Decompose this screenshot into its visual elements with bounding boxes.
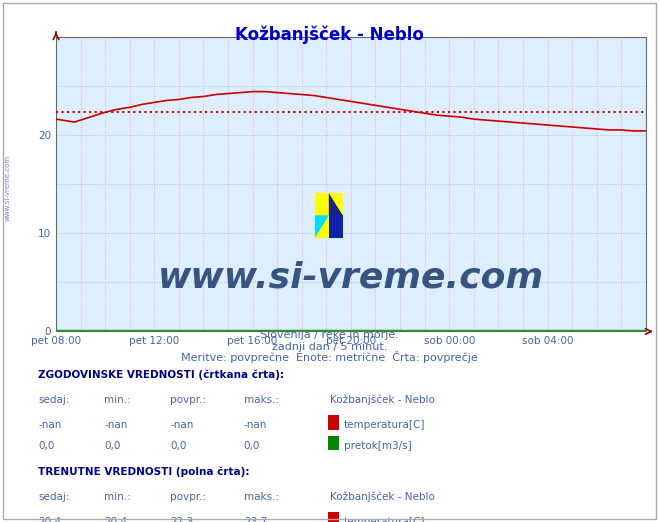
Text: 0,0: 0,0 [104, 441, 121, 451]
Text: temperatura[C]: temperatura[C] [344, 517, 426, 522]
Text: zadnji dan / 5 minut.: zadnji dan / 5 minut. [272, 342, 387, 352]
Text: Meritve: povprečne  Enote: metrične  Črta: povprečje: Meritve: povprečne Enote: metrične Črta:… [181, 351, 478, 363]
Text: www.si-vreme.com: www.si-vreme.com [5, 155, 11, 221]
Polygon shape [329, 215, 343, 238]
Text: 0,0: 0,0 [244, 441, 260, 451]
Text: www.si-vreme.com: www.si-vreme.com [158, 260, 544, 294]
Text: maks.:: maks.: [244, 492, 279, 502]
Text: 0,0: 0,0 [170, 441, 186, 451]
Text: ZGODOVINSKE VREDNOSTI (črtkana črta):: ZGODOVINSKE VREDNOSTI (črtkana črta): [38, 370, 284, 380]
Text: Slovenija / reke in morje.: Slovenija / reke in morje. [260, 330, 399, 340]
Text: temperatura[C]: temperatura[C] [344, 420, 426, 430]
Text: sedaj:: sedaj: [38, 492, 70, 502]
Text: sedaj:: sedaj: [38, 395, 70, 405]
Text: pretok[m3/s]: pretok[m3/s] [344, 441, 412, 451]
Polygon shape [315, 215, 329, 238]
Text: min.:: min.: [104, 395, 131, 405]
Text: Kožbanjšček - Neblo: Kožbanjšček - Neblo [330, 395, 434, 405]
Text: povpr.:: povpr.: [170, 395, 206, 405]
Text: 20,4: 20,4 [38, 517, 61, 522]
Polygon shape [315, 193, 343, 215]
Text: -nan: -nan [244, 420, 267, 430]
Text: -nan: -nan [38, 420, 61, 430]
Polygon shape [315, 215, 329, 238]
Text: Kožbanjšček - Neblo: Kožbanjšček - Neblo [235, 25, 424, 43]
Text: min.:: min.: [104, 492, 131, 502]
Text: Kožbanjšček - Neblo: Kožbanjšček - Neblo [330, 492, 434, 502]
Polygon shape [329, 193, 343, 215]
Text: 0,0: 0,0 [38, 441, 55, 451]
Text: -nan: -nan [170, 420, 193, 430]
Text: TRENUTNE VREDNOSTI (polna črta):: TRENUTNE VREDNOSTI (polna črta): [38, 467, 250, 477]
Text: 23,7: 23,7 [244, 517, 267, 522]
Text: maks.:: maks.: [244, 395, 279, 405]
Text: -nan: -nan [104, 420, 127, 430]
Text: 22,3: 22,3 [170, 517, 193, 522]
Text: povpr.:: povpr.: [170, 492, 206, 502]
Text: 20,4: 20,4 [104, 517, 127, 522]
